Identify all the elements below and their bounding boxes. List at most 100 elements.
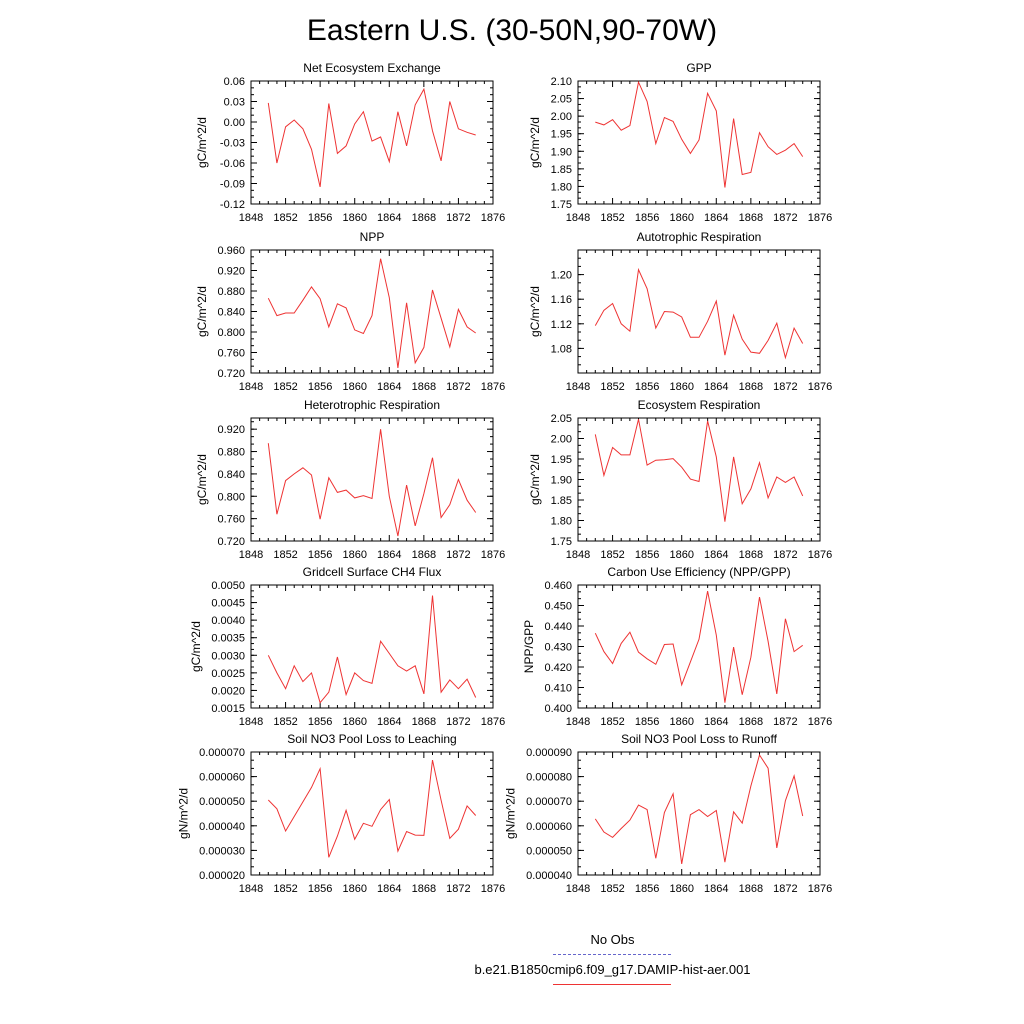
x-tick-label: 1852	[600, 883, 624, 895]
x-tick-label: 1848	[239, 716, 263, 728]
x-tick-label: 1848	[239, 212, 263, 224]
page-title: Eastern U.S. (30-50N,90-70W)	[306, 14, 718, 47]
series-line	[267, 429, 477, 537]
y-tick-label: 0.000020	[199, 870, 245, 882]
x-tick-label: 1848	[566, 212, 590, 224]
y-tick-label: 1.90	[551, 146, 572, 158]
y-tick-label: 0.000030	[199, 845, 245, 857]
x-tick-label: 1868	[739, 716, 763, 728]
y-tick-label: 0.0035	[211, 633, 245, 645]
x-tick-label: 1852	[600, 716, 624, 728]
y-tick-label: 2.10	[551, 76, 572, 88]
panel-title: Soil NO3 Pool Loss to Runoff	[621, 732, 778, 746]
y-tick-label: -0.03	[220, 138, 245, 150]
panel-title: Gridcell Surface CH4 Flux	[303, 565, 442, 579]
x-tick-label: 1872	[773, 549, 797, 561]
y-tick-label: 2.05	[551, 413, 572, 425]
x-tick-label: 1876	[481, 381, 505, 393]
y-tick-label: 0.800	[217, 491, 245, 503]
y-tick-label: 0.400	[544, 703, 572, 715]
y-tick-label: 0.960	[217, 245, 245, 257]
panel-title: Heterotrophic Respiration	[304, 398, 440, 412]
x-tick-label: 1852	[273, 212, 297, 224]
x-tick-label: 1864	[377, 212, 401, 224]
x-tick-label: 1860	[669, 381, 693, 393]
x-tick-label: 1856	[308, 716, 332, 728]
x-tick-label: 1876	[481, 716, 505, 728]
x-tick-label: 1856	[635, 381, 659, 393]
x-tick-label: 1856	[635, 549, 659, 561]
panel-title: Net Ecosystem Exchange	[303, 61, 441, 75]
y-axis-label: gC/m^2/d	[528, 286, 542, 337]
y-axis-label: gC/m^2/d	[195, 117, 209, 168]
x-tick-label: 1852	[273, 549, 297, 561]
y-tick-label: 1.80	[551, 181, 572, 193]
x-tick-label: 1868	[412, 716, 436, 728]
x-tick-label: 1864	[704, 883, 728, 895]
y-tick-label: 0.760	[217, 514, 245, 526]
legend-model-line	[553, 984, 671, 985]
y-tick-label: 1.75	[551, 199, 572, 211]
x-tick-label: 1872	[773, 716, 797, 728]
y-axis-label: NPP/GPP	[522, 620, 536, 673]
y-tick-label: 1.16	[551, 294, 572, 306]
x-tick-label: 1860	[669, 716, 693, 728]
x-tick-label: 1864	[704, 716, 728, 728]
y-tick-label: 1.85	[551, 164, 572, 176]
x-tick-label: 1860	[342, 716, 366, 728]
x-tick-label: 1860	[669, 883, 693, 895]
series-line	[267, 759, 477, 858]
x-tick-label: 1868	[412, 883, 436, 895]
series-line	[267, 258, 476, 368]
y-tick-label: 0.000070	[199, 747, 245, 759]
x-tick-label: 1872	[773, 212, 797, 224]
series-line	[594, 753, 804, 864]
x-tick-label: 1872	[446, 549, 470, 561]
y-tick-label: 0.880	[217, 286, 245, 298]
y-tick-label: 0.840	[217, 469, 245, 481]
x-tick-label: 1856	[308, 549, 332, 561]
x-tick-label: 1860	[669, 212, 693, 224]
x-tick-label: 1872	[446, 883, 470, 895]
x-tick-label: 1872	[773, 883, 797, 895]
x-tick-label: 1860	[342, 381, 366, 393]
y-tick-label: 0.0045	[211, 598, 245, 610]
x-tick-label: 1856	[635, 716, 659, 728]
y-tick-label: 1.80	[551, 516, 572, 528]
plot-frame	[250, 751, 494, 876]
x-tick-label: 1868	[412, 381, 436, 393]
y-tick-label: 0.0030	[211, 650, 245, 662]
y-axis-label: gC/m^2/d	[528, 454, 542, 505]
y-tick-label: 2.00	[551, 434, 572, 446]
x-tick-label: 1852	[600, 381, 624, 393]
y-tick-label: 0.000070	[526, 796, 572, 808]
plot-frame	[250, 249, 494, 374]
y-tick-label: 0.430	[544, 642, 572, 654]
legend-model-label: b.e21.B1850cmip6.f09_g17.DAMIP-hist-aer.…	[474, 962, 751, 977]
y-tick-label: -0.09	[220, 179, 245, 191]
y-tick-label: 0.880	[217, 447, 245, 459]
x-tick-label: 1876	[481, 883, 505, 895]
x-tick-label: 1864	[377, 883, 401, 895]
legend-obs-line	[553, 954, 671, 955]
y-tick-label: 0.410	[544, 683, 572, 695]
x-tick-label: 1856	[308, 381, 332, 393]
x-tick-label: 1848	[239, 883, 263, 895]
x-tick-label: 1864	[377, 381, 401, 393]
panel-title: NPP	[360, 230, 385, 244]
y-tick-label: 0.440	[544, 621, 572, 633]
x-tick-label: 1848	[566, 883, 590, 895]
y-tick-label: 1.08	[551, 343, 572, 355]
y-axis-label: gN/m^2/d	[176, 788, 190, 839]
y-tick-label: 0.000040	[199, 821, 245, 833]
y-tick-label: 1.85	[551, 495, 572, 507]
x-tick-label: 1876	[808, 883, 832, 895]
y-tick-label: 2.05	[551, 94, 572, 106]
x-tick-label: 1860	[342, 883, 366, 895]
x-tick-label: 1852	[600, 212, 624, 224]
x-tick-label: 1856	[635, 212, 659, 224]
y-tick-label: 0.06	[224, 76, 245, 88]
y-tick-label: 0.760	[217, 348, 245, 360]
y-tick-label: 0.920	[217, 424, 245, 436]
series-line	[595, 80, 804, 188]
